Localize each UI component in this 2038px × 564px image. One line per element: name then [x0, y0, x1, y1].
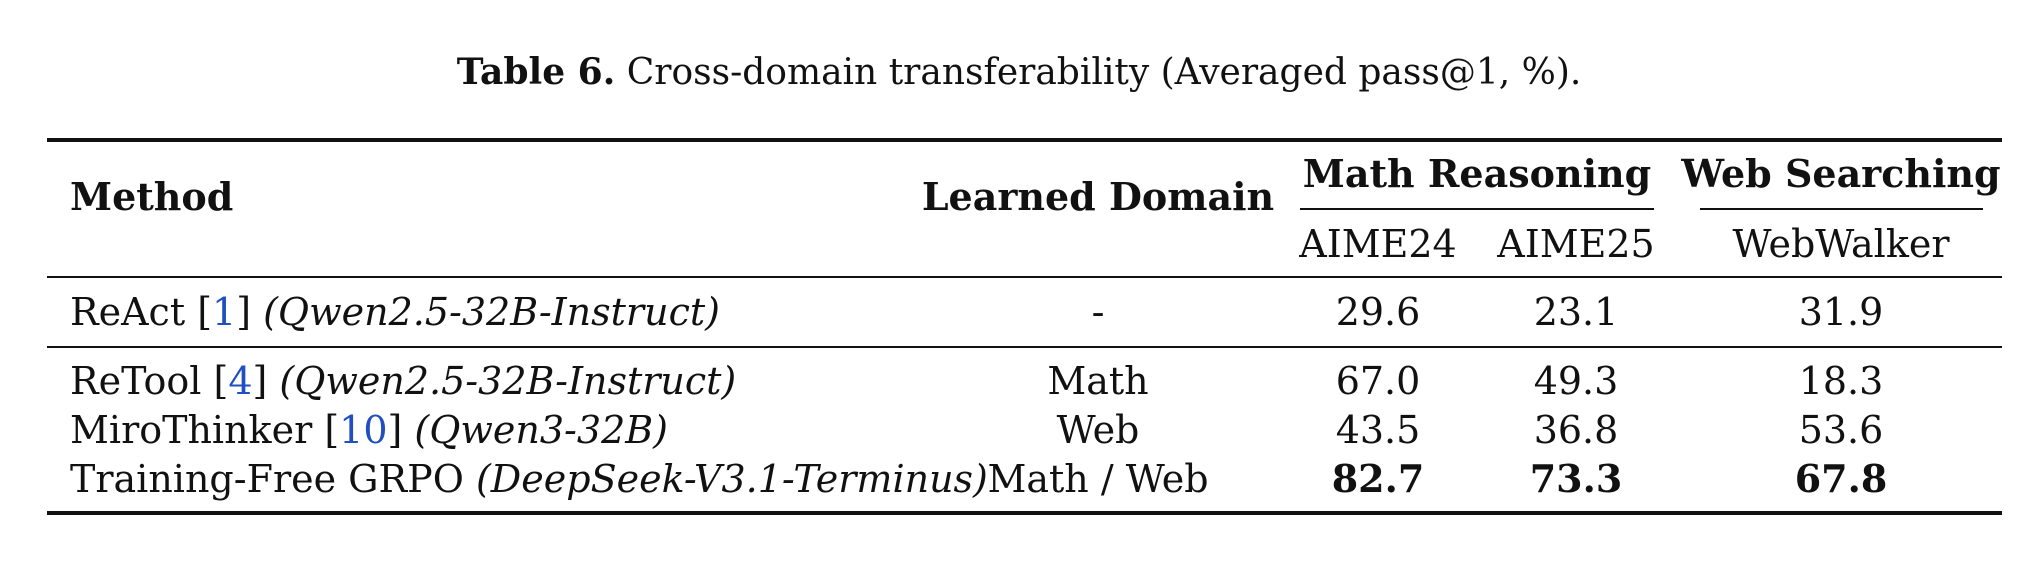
- row-webwalker: 67.8: [1794, 456, 1888, 501]
- method-model: (Qwen2.5-32B-Instruct): [263, 290, 720, 334]
- row-domain: -: [1091, 290, 1105, 334]
- caption-label: Table 6.: [456, 51, 616, 93]
- row-webwalker: 18.3: [1798, 359, 1884, 403]
- citation-link[interactable]: 1: [212, 290, 237, 334]
- row-aime24: 29.6: [1335, 290, 1421, 334]
- table-caption: Table 6. Cross-domain transferability (A…: [0, 48, 2038, 97]
- bottom-rule: [47, 511, 2002, 515]
- row-aime24: 43.5: [1335, 408, 1421, 452]
- header-rule: [47, 276, 2002, 278]
- table-row-method: Training-Free GRPO (DeepSeek-V3.1-Termin…: [70, 455, 988, 503]
- top-rule: [47, 138, 2002, 142]
- row-webwalker: 53.6: [1798, 408, 1884, 452]
- row-webwalker: 31.9: [1798, 290, 1884, 334]
- row-aime25: 73.3: [1529, 456, 1623, 501]
- math-group-rule: [1300, 208, 1654, 210]
- table-row-method: ReAct [1] (Qwen2.5-32B-Instruct): [70, 290, 720, 334]
- method-name: ReTool: [70, 359, 202, 403]
- row-domain: Math: [1047, 359, 1149, 403]
- header-aime24: AIME24: [1299, 222, 1457, 266]
- header-math-reasoning: Math Reasoning: [1302, 151, 1652, 196]
- method-name: ReAct: [70, 290, 186, 334]
- citation-link[interactable]: 10: [339, 408, 388, 452]
- method-model: (Qwen2.5-32B-Instruct): [279, 359, 737, 403]
- method-name: Training-Free GRPO: [70, 457, 464, 501]
- caption-text: Cross-domain transferability (Averaged p…: [626, 52, 1582, 93]
- header-web-searching: Web Searching: [1681, 151, 2001, 196]
- header-method: Method: [70, 174, 234, 219]
- method-name: MiroThinker: [70, 408, 313, 452]
- header-aime25: AIME25: [1497, 222, 1655, 266]
- citation-link[interactable]: 4: [228, 359, 253, 403]
- row-aime25: 49.3: [1533, 359, 1619, 403]
- baseline-rule: [47, 346, 2002, 348]
- table-row-method: MiroThinker [10] (Qwen3-32B): [70, 408, 668, 452]
- row-domain: Math / Web: [987, 457, 1209, 501]
- row-aime25: 23.1: [1533, 290, 1619, 334]
- method-model: (DeepSeek-V3.1-Terminus): [475, 457, 988, 501]
- row-aime24: 82.7: [1331, 456, 1425, 501]
- row-aime25: 36.8: [1533, 408, 1619, 452]
- row-aime24: 67.0: [1335, 359, 1421, 403]
- row-domain: Web: [1056, 408, 1140, 452]
- method-model: (Qwen3-32B): [414, 408, 668, 452]
- header-learned-domain: Learned Domain: [921, 174, 1275, 219]
- web-group-rule: [1700, 208, 1983, 210]
- header-webwalker: WebWalker: [1732, 222, 1950, 266]
- table-row-method: ReTool [4] (Qwen2.5-32B-Instruct): [70, 359, 737, 403]
